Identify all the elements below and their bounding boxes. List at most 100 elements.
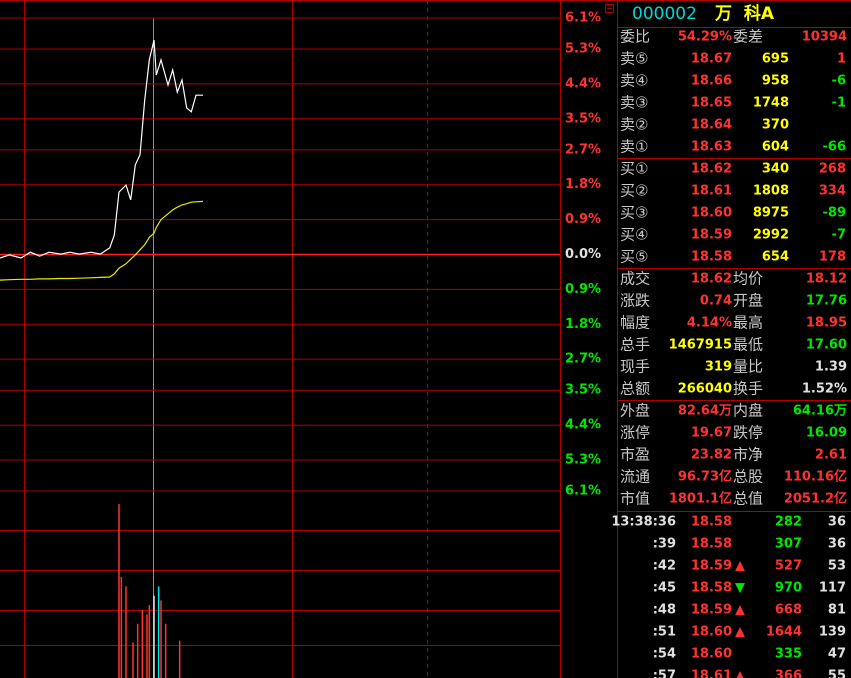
tick-count: 53 [828,559,846,574]
stat-value: 1.52% [802,382,847,397]
volume-bar [141,609,144,678]
stat-label: 最低 [733,336,763,354]
order-label: 买① [620,160,648,178]
tick-volume: 282 [775,515,802,530]
order-price: 18.59 [691,228,732,243]
tick-price: 18.59 [691,559,732,574]
stat-value: 1467915 [669,338,732,353]
stat-value: 64.16万 [793,404,847,419]
stat-label: 总手 [620,336,650,354]
y-tick-label: 4.4% [565,76,601,91]
stat-label: 内盘 [733,402,763,420]
y-tick-label: 6.1% [565,11,601,26]
stock-code: 000002 [632,4,697,24]
volume-bar [178,640,181,678]
order-volume: 958 [762,74,789,89]
stat-label: 流通 [620,468,650,486]
tick-price: 18.58 [691,581,732,596]
volume-bar [136,623,139,678]
stat-label: 跌停 [733,424,763,442]
stat-value: 96.73亿 [678,469,732,485]
stat-value: 110.16亿 [784,469,847,485]
stat-value: 16.09 [806,426,847,441]
order-change: 268 [819,162,846,177]
y-tick-label: 1.8% [565,317,601,332]
stat-label: 市净 [733,446,763,464]
tick-count: 139 [819,625,846,640]
order-volume: 8975 [753,206,789,221]
y-tick-label: 2.7% [565,352,601,367]
stat-label: 外盘 [620,402,650,420]
order-change: -66 [823,140,847,155]
order-price: 18.62 [691,162,732,177]
stat-label: 开盘 [733,292,763,310]
tick-count: 47 [828,647,846,662]
value: 10394 [802,30,847,45]
tick-volume: 527 [775,559,802,574]
volume-bar [160,600,162,678]
tick-time: :42 [653,559,676,574]
window-icon[interactable] [605,4,614,13]
order-volume: 370 [762,118,789,133]
volume-bar [146,614,148,678]
tick-count: 55 [828,669,846,678]
tick-time: :51 [653,625,676,640]
stat-value: 266040 [678,382,732,397]
order-price: 18.58 [691,250,732,265]
tick-count: 36 [828,515,846,530]
tick-volume: 970 [775,581,802,596]
order-change: -89 [823,206,847,221]
order-volume: 340 [762,162,789,177]
tick-price: 18.60 [691,625,732,640]
y-tick-label: 0.9% [565,282,601,297]
y-tick-label: 6.1% [565,484,601,499]
stat-value: 23.82 [691,448,732,463]
tick-price: 18.59 [691,603,732,618]
stat-value: 19.67 [691,426,732,441]
y-tick-label: 5.3% [565,42,601,57]
y-tick-label: 3.5% [565,383,601,398]
stat-label: 涨停 [620,424,650,442]
order-change: -1 [832,96,846,111]
volume-bar [132,642,134,678]
order-label: 卖⑤ [620,50,648,68]
order-label: 买② [620,182,648,200]
tick-arrow: ▲ [735,669,745,678]
stat-label: 总额 [620,380,650,398]
y-tick-label: 0.0% [565,247,601,262]
tick-arrow: ▲ [735,559,745,574]
volume-bar [157,586,160,678]
order-change: 178 [819,250,846,265]
stat-label: 市值 [620,490,650,508]
stat-value: 319 [705,360,732,375]
order-label: 卖④ [620,72,648,90]
order-price: 18.65 [691,96,732,111]
order-label: 卖① [620,138,648,156]
stat-label: 换手 [733,380,763,398]
price-line [0,39,203,259]
tick-volume: 307 [775,537,802,552]
order-price: 18.67 [691,52,732,67]
volume-bar [118,504,120,678]
stat-value: 17.76 [806,294,847,309]
y-tick-label: 5.3% [565,452,601,467]
order-price: 18.63 [691,140,732,155]
stat-label: 量比 [733,358,763,376]
label: 委比 [620,28,650,46]
tick-price: 18.60 [691,647,732,662]
order-label: 买③ [620,204,648,222]
tick-volume: 668 [775,603,802,618]
order-volume: 1748 [753,96,789,111]
order-label: 卖③ [620,94,648,112]
volume-bar [148,605,151,678]
stat-value: 4.14% [687,316,732,331]
order-change: -7 [832,228,846,243]
volume-bar [153,595,155,678]
stat-value: 2.61 [815,448,847,463]
tick-price: 18.58 [691,515,732,530]
order-price: 18.66 [691,74,732,89]
y-tick-label: 4.4% [565,418,601,433]
stat-label: 幅度 [620,314,650,332]
